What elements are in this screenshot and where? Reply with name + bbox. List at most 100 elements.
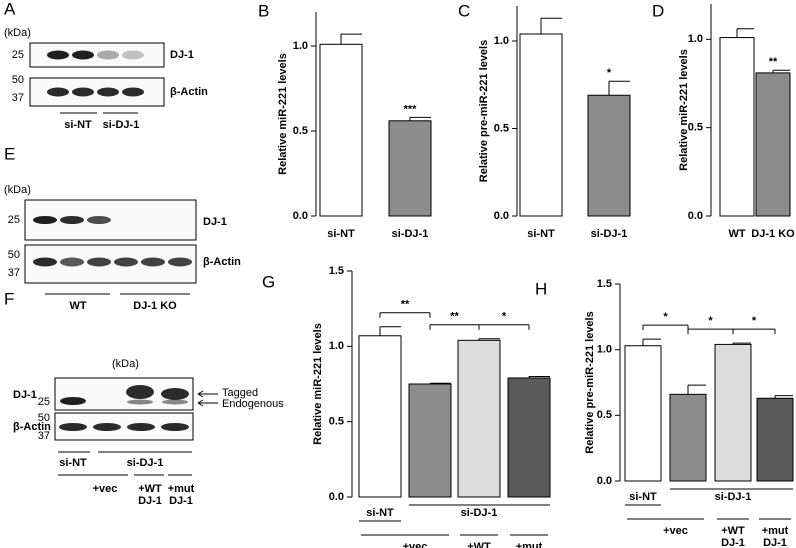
band bbox=[126, 385, 154, 399]
group: si-NT bbox=[59, 457, 87, 469]
bar bbox=[457, 339, 501, 498]
y-tick-label: 0.5 bbox=[688, 122, 703, 134]
significance: * bbox=[502, 311, 507, 323]
protein: DJ-1 bbox=[13, 389, 37, 401]
group: si-NT bbox=[64, 119, 92, 131]
group: si-DJ-1 bbox=[715, 491, 752, 503]
arrow-label: Tagged bbox=[222, 387, 258, 399]
y-tick-label: 0.0 bbox=[688, 210, 703, 222]
band bbox=[87, 257, 111, 267]
band bbox=[72, 87, 94, 97]
significance: ** bbox=[769, 56, 778, 68]
y-tick-label: 0.5 bbox=[329, 416, 344, 428]
treatment: +vec bbox=[403, 541, 428, 548]
bar bbox=[714, 343, 752, 482]
group: si-DJ-1 bbox=[461, 507, 498, 519]
y-tick-label: 1.0 bbox=[329, 340, 344, 352]
band bbox=[47, 87, 69, 97]
error-bar bbox=[736, 28, 754, 38]
treatment: DJ-1 bbox=[138, 495, 162, 507]
y-axis-label: Relative pre-miR-221 levels bbox=[478, 40, 490, 182]
significance: * bbox=[752, 315, 757, 327]
band bbox=[33, 257, 57, 267]
panel-letter: C bbox=[458, 1, 470, 20]
x-tick-label: WT bbox=[728, 228, 745, 240]
x-tick-label: DJ-1 KO bbox=[751, 228, 795, 240]
error-bar bbox=[732, 342, 751, 345]
bar bbox=[358, 335, 402, 498]
band bbox=[161, 423, 189, 431]
marker: 37 bbox=[38, 430, 50, 442]
error-bar bbox=[478, 338, 500, 341]
band bbox=[122, 50, 144, 60]
bar bbox=[408, 383, 452, 498]
y-axis-label: Relative miR-221 levels bbox=[312, 323, 324, 445]
error-bar bbox=[429, 382, 451, 384]
y-tick-label: 0.0 bbox=[293, 210, 308, 222]
band bbox=[93, 423, 121, 431]
panel-letter: E bbox=[4, 144, 15, 163]
x-tick-label: si-DJ-1 bbox=[591, 228, 628, 240]
y-tick-label: 0.5 bbox=[597, 409, 612, 421]
y-tick-label: 0.0 bbox=[494, 210, 509, 222]
treatment: +mut bbox=[762, 525, 789, 537]
treatment: +vec bbox=[663, 525, 688, 537]
significance: ** bbox=[401, 299, 410, 311]
y-tick-label: 1.0 bbox=[494, 35, 509, 47]
panel-letter: F bbox=[4, 289, 14, 308]
error-bar bbox=[608, 80, 630, 96]
bar bbox=[507, 377, 551, 498]
error-bar bbox=[642, 338, 661, 346]
band bbox=[60, 397, 86, 405]
band bbox=[141, 257, 165, 267]
panel-letter: H bbox=[535, 279, 547, 298]
y-tick-label: 1.0 bbox=[293, 40, 308, 52]
bar bbox=[756, 397, 794, 482]
band bbox=[161, 388, 189, 400]
error-bar bbox=[772, 69, 790, 73]
x-tick-label: si-NT bbox=[527, 228, 555, 240]
bar bbox=[388, 120, 432, 217]
band bbox=[168, 257, 192, 267]
y-tick-label: 0.0 bbox=[329, 491, 344, 503]
bar bbox=[669, 393, 707, 482]
bar bbox=[624, 345, 662, 482]
marker: 37 bbox=[12, 92, 24, 104]
marker: 50 bbox=[38, 412, 50, 424]
y-axis-label: Relative miR-221 levels bbox=[277, 53, 289, 175]
group: si-DJ-1 bbox=[127, 457, 164, 469]
arrow bbox=[197, 393, 204, 398]
error-bar bbox=[409, 116, 431, 121]
error-bar bbox=[340, 33, 362, 45]
band bbox=[97, 87, 119, 97]
treatment: +mut bbox=[516, 541, 543, 548]
arrow bbox=[197, 402, 204, 407]
band bbox=[162, 399, 188, 405]
error-bar bbox=[687, 384, 706, 395]
arrow bbox=[197, 390, 204, 395]
protein: β-Actin bbox=[203, 256, 241, 268]
significance: * bbox=[607, 67, 612, 79]
marker: 25 bbox=[38, 396, 50, 408]
panel-letter: A bbox=[4, 0, 16, 18]
y-axis-label: Relative pre-miR-221 levels bbox=[584, 311, 596, 453]
unit-label: (kDa) bbox=[112, 358, 139, 370]
group: si-DJ-1 bbox=[103, 119, 140, 131]
treatment: +WT bbox=[721, 525, 745, 537]
protein: DJ-1 bbox=[203, 216, 227, 228]
y-tick-label: 1.0 bbox=[597, 344, 612, 356]
panel-letter: B bbox=[258, 1, 269, 20]
y-tick-label: 0.5 bbox=[494, 122, 509, 134]
significance: *** bbox=[404, 103, 418, 115]
protein: β-Actin bbox=[170, 86, 208, 98]
bar bbox=[519, 33, 563, 217]
y-tick-label: 0.0 bbox=[597, 475, 612, 487]
protein: β-Actin bbox=[13, 421, 51, 433]
error-bar bbox=[528, 375, 550, 378]
band bbox=[114, 257, 138, 267]
band bbox=[127, 423, 155, 431]
significance: * bbox=[708, 315, 713, 327]
marker: 50 bbox=[12, 74, 24, 86]
treatment: +WT bbox=[138, 483, 162, 495]
